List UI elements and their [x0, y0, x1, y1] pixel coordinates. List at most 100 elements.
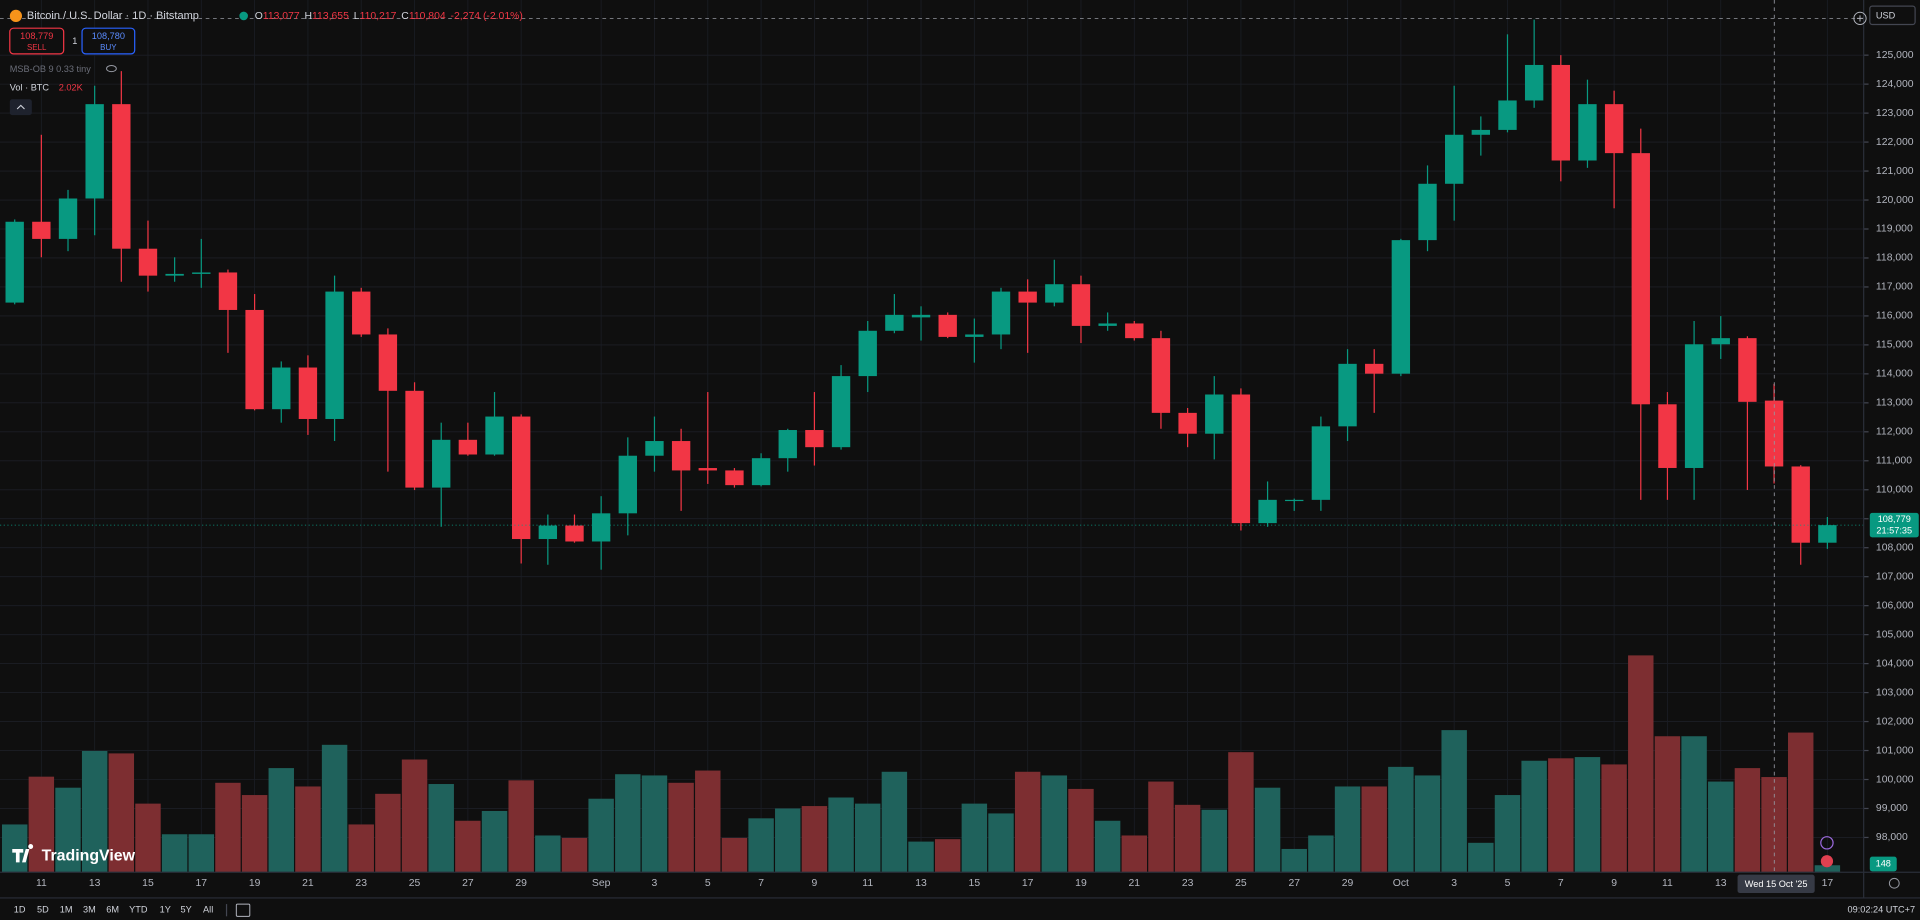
y-tick-label: 121,000: [1876, 166, 1914, 177]
y-tick-label: 106,000: [1876, 600, 1914, 611]
crosshair-date: Wed 15 Oct '25: [1745, 879, 1808, 889]
buy-price[interactable]: 108,780: [92, 31, 125, 41]
sell-label[interactable]: SELL: [27, 43, 47, 52]
candle-body: [1711, 338, 1730, 345]
timeframe-button[interactable]: YTD: [129, 905, 148, 915]
volume-bar: [268, 768, 294, 873]
sell-box[interactable]: [9, 27, 65, 55]
volume-bar: [1628, 655, 1654, 873]
x-tick-label: 11: [36, 878, 47, 889]
candle-body: [1071, 284, 1091, 326]
buy-label[interactable]: BUY: [100, 43, 117, 52]
candle-body: [32, 221, 51, 239]
y-tick-label: 117,000: [1876, 282, 1913, 293]
candle-body: [1418, 183, 1437, 241]
candle-body: [1178, 412, 1197, 434]
volume-bar: [588, 798, 614, 873]
x-tick-label: 29: [515, 878, 527, 889]
candle-body: [645, 441, 664, 456]
y-tick-label: 111,000: [1876, 456, 1912, 467]
volume-bar: [321, 744, 348, 873]
candle-body: [1684, 344, 1704, 468]
volume-bar: [1014, 771, 1041, 873]
calendar-icon[interactable]: [235, 903, 251, 917]
candle-body: [325, 291, 344, 419]
buy-box[interactable]: [81, 27, 136, 55]
y-tick-label: 122,000: [1876, 137, 1914, 148]
buy-button[interactable]: 108,780 BUY: [81, 27, 136, 55]
volume-bar: [108, 753, 135, 873]
candle-body: [1365, 363, 1384, 374]
candle-body: [352, 291, 371, 335]
candle-body: [725, 470, 744, 486]
last-volume-label: 148: [1876, 858, 1891, 868]
settings-icon[interactable]: [1888, 877, 1900, 889]
candle-body: [245, 309, 264, 410]
volume-bar: [1254, 787, 1281, 873]
timeframe-button[interactable]: All: [203, 905, 213, 915]
volume-bar: [1148, 781, 1174, 873]
candle-body: [911, 314, 931, 318]
currency-box[interactable]: [1869, 5, 1916, 26]
volume-bar: [508, 780, 534, 873]
candle-body: [1498, 100, 1517, 130]
volume-bar: [1788, 732, 1814, 873]
candle-body: [1631, 153, 1650, 405]
candle-body: [1578, 104, 1597, 161]
eye-icon[interactable]: [106, 65, 117, 73]
x-tick-label: 13: [89, 878, 101, 889]
market-status: [239, 11, 248, 21]
x-tick-label: 7: [758, 878, 764, 889]
candle-body: [1471, 129, 1491, 135]
timeframe-button[interactable]: 5D: [37, 905, 49, 915]
timeframe-button[interactable]: 6M: [106, 905, 119, 915]
x-tick-label: 5: [705, 878, 711, 889]
collapse-button[interactable]: [9, 99, 32, 116]
event-icon[interactable]: [1820, 836, 1834, 850]
timeframe-button[interactable]: 1D: [14, 905, 26, 915]
timeframe-button[interactable]: 5Y: [181, 905, 192, 915]
last-price-label: 108,779: [1878, 514, 1911, 524]
watermark-text: TradingView: [42, 847, 136, 864]
volume-bar: [1708, 781, 1734, 873]
volume-bar: [135, 803, 161, 873]
candle-body: [85, 104, 104, 199]
y-tick-label: 113,000: [1876, 398, 1913, 409]
add-icon[interactable]: [1853, 11, 1867, 25]
volume-pane: [1, 655, 1841, 873]
volume-bar: [375, 793, 401, 873]
y-tick-label: 125,000: [1876, 50, 1914, 61]
y-tick-label: 124,000: [1876, 79, 1914, 90]
candle-body: [485, 416, 504, 455]
volume-bar: [1441, 730, 1467, 873]
candle-body: [1258, 499, 1277, 524]
volume-bar: [241, 795, 268, 873]
o-value: 113,077: [263, 11, 300, 22]
x-tick-label: 19: [1075, 878, 1087, 889]
volume-bar: [1121, 835, 1148, 873]
timeframe-button[interactable]: 3M: [83, 905, 96, 915]
currency[interactable]: USD: [1876, 10, 1896, 20]
volume-key: Vol · BTC: [10, 83, 50, 93]
candle-body: [965, 334, 984, 337]
candle-body: [1045, 284, 1064, 303]
candle-body: [1391, 240, 1411, 374]
volume-bar: [828, 797, 854, 873]
candle-body: [1658, 404, 1677, 468]
candle-body: [618, 455, 637, 514]
collapse-icon[interactable]: [16, 104, 25, 110]
volume-bar: [561, 837, 588, 873]
bitcoin-icon: [9, 9, 23, 23]
y-tick-label: 107,000: [1876, 571, 1914, 582]
flag-icon[interactable]: [1820, 855, 1834, 868]
candle-body: [405, 390, 424, 488]
volume-bar: [428, 784, 454, 873]
candle-body: [1551, 64, 1570, 161]
quantity: 1: [72, 36, 77, 46]
sell-button[interactable]: 108,779 SELL: [9, 27, 65, 55]
add-icon-plus[interactable]: [1856, 15, 1864, 22]
y-tick-label: 104,000: [1876, 658, 1914, 669]
timeframe-button[interactable]: 1Y: [160, 905, 171, 915]
sell-price[interactable]: 108,779: [20, 31, 53, 41]
timeframe-button[interactable]: 1M: [60, 905, 73, 915]
